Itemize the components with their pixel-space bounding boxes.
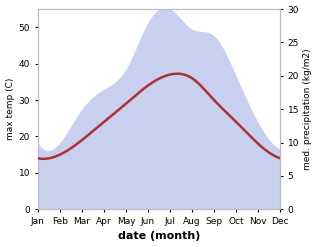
Y-axis label: med. precipitation (kg/m2): med. precipitation (kg/m2)	[303, 48, 313, 170]
Y-axis label: max temp (C): max temp (C)	[5, 78, 15, 140]
X-axis label: date (month): date (month)	[118, 231, 200, 242]
